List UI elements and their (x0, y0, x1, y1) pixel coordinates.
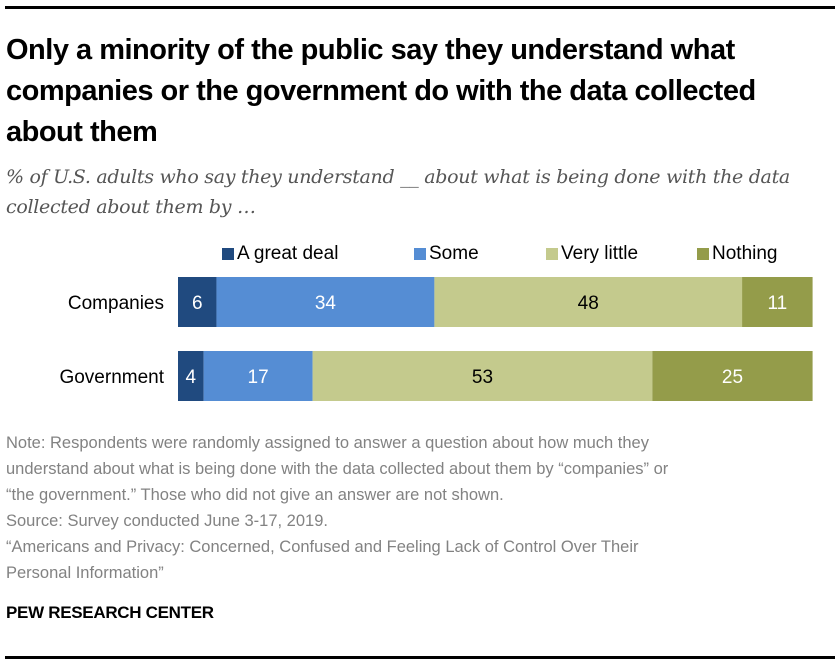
legend-item-some: Some (414, 243, 479, 265)
bar-segment (652, 351, 813, 401)
bar-segment (742, 277, 813, 327)
brand-logo-text: PEW RESEARCH CENTER (6, 603, 214, 622)
category-label: Government (59, 367, 164, 388)
stacked-bar-chart: Companies 6 34 48 11 Government 4 17 53 25 (59, 277, 813, 401)
legend-swatch (222, 248, 234, 260)
legend-label: A great deal (237, 243, 339, 264)
bar-value-label: 25 (722, 367, 743, 388)
bar-value-label: 4 (186, 367, 197, 388)
legend-item-a-great-deal: A great deal (222, 243, 338, 265)
note-line: understand about what is being done with… (6, 460, 669, 478)
legend-label: Nothing (712, 243, 778, 264)
bar-value-label: 6 (192, 293, 203, 314)
bar-value-label: 34 (315, 293, 337, 314)
legend: A great deal Some Very little Nothing (0, 243, 840, 271)
report-line: Personal Information” (6, 564, 164, 582)
legend-swatch (414, 248, 426, 260)
legend-label: Some (429, 243, 479, 264)
chart-subtitle: % of U.S. adults who say they understand… (6, 166, 790, 218)
bottom-rule (5, 656, 835, 659)
report-line: “Americans and Privacy: Concerned, Confu… (6, 538, 639, 556)
legend-swatch (546, 248, 558, 260)
top-rule (5, 6, 835, 9)
bar-segment (178, 277, 217, 327)
bar-segment (203, 351, 313, 401)
chart-title: Only a minority of the public say they u… (6, 34, 756, 148)
category-label: Companies (68, 293, 164, 314)
notes: Note: Respondents were randomly assigned… (6, 430, 836, 586)
bar-segment (434, 277, 743, 327)
legend-item-very-little: Very little (546, 243, 638, 265)
legend-label: Very little (561, 243, 639, 264)
bar-segment (216, 277, 435, 327)
legend-item-nothing: Nothing (697, 243, 778, 265)
note-line: “the government.” Those who did not give… (6, 486, 504, 504)
bar-value-label: 17 (248, 367, 269, 388)
note-line: Note: Respondents were randomly assigned… (6, 434, 649, 452)
bar-segment (178, 351, 204, 401)
bar-value-label: 11 (767, 293, 787, 314)
legend-swatch (697, 248, 709, 260)
source-line: Source: Survey conducted June 3-17, 2019… (6, 512, 328, 530)
bar-value-label: 48 (578, 293, 599, 314)
bar-value-label: 53 (472, 367, 493, 388)
bar-segment (312, 351, 653, 401)
